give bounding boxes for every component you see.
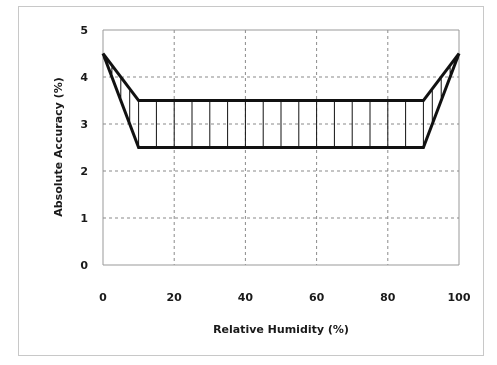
y-tick-label: 2 xyxy=(80,165,88,178)
x-tick-label: 100 xyxy=(448,291,471,304)
x-tick-label: 40 xyxy=(238,291,254,304)
y-tick-labels: 0 1 2 3 4 5 xyxy=(80,24,88,272)
y-axis-title: Absolute Accuracy (%) xyxy=(52,77,65,216)
x-axis-title: Relative Humidity (%) xyxy=(213,323,349,336)
y-tick-label: 3 xyxy=(80,118,88,131)
x-tick-label: 60 xyxy=(309,291,325,304)
series-lines xyxy=(101,52,461,149)
upper-limit-line xyxy=(101,52,461,102)
x-tick-labels: 0 20 40 60 80 100 xyxy=(99,291,471,304)
lower-limit-line xyxy=(101,52,461,149)
y-tick-label: 4 xyxy=(80,71,88,84)
x-tick-label: 20 xyxy=(167,291,183,304)
hatch-lines xyxy=(111,65,451,148)
y-tick-label: 0 xyxy=(80,259,88,272)
x-tick-label: 80 xyxy=(380,291,396,304)
x-tick-label: 0 xyxy=(99,291,107,304)
y-tick-label: 5 xyxy=(80,24,88,37)
y-tick-label: 1 xyxy=(80,212,88,225)
grid xyxy=(102,29,460,266)
